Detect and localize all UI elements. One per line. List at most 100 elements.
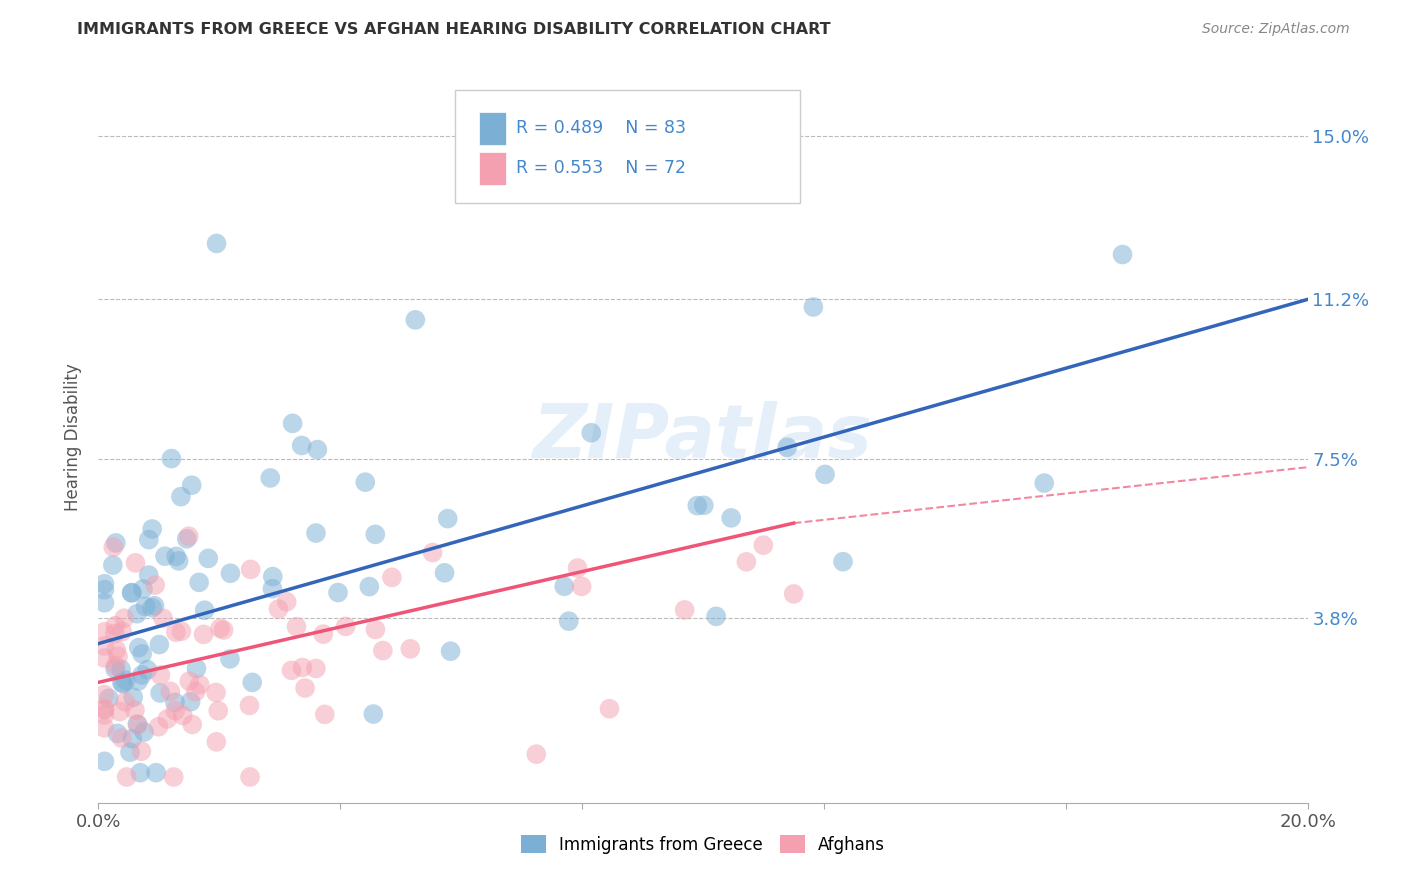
Point (1033, 476, 1056, 491)
Point (111, 675, 134, 690)
Text: ZIPatlas: ZIPatlas (533, 401, 873, 474)
Point (138, 568, 160, 582)
Point (101, 558, 124, 573)
Point (188, 575, 211, 590)
Point (312, 627, 335, 641)
Point (112, 611, 135, 625)
Point (149, 668, 172, 682)
Point (219, 566, 242, 581)
Point (138, 533, 160, 547)
Point (194, 603, 217, 617)
Point (553, 579, 575, 593)
Point (170, 490, 193, 504)
Point (239, 562, 262, 576)
Point (285, 619, 308, 633)
Point (121, 731, 143, 746)
Point (205, 236, 228, 251)
Point (167, 554, 190, 568)
Point (314, 707, 336, 722)
Point (832, 555, 855, 569)
Point (326, 585, 349, 599)
Point (170, 624, 193, 639)
Point (179, 674, 201, 689)
Point (752, 538, 775, 552)
Point (181, 717, 204, 731)
Point (212, 623, 235, 637)
Point (145, 765, 167, 780)
Point (104, 662, 127, 676)
Point (354, 475, 377, 490)
Point (114, 695, 136, 709)
Point (197, 551, 219, 566)
Point (371, 643, 394, 657)
Point (693, 499, 716, 513)
Point (125, 607, 148, 621)
Point (176, 532, 198, 546)
Point (93, 721, 115, 735)
Point (1111, 247, 1133, 261)
Point (107, 649, 129, 664)
Bar (479, 152, 506, 185)
Point (93, 639, 115, 653)
Point (180, 695, 202, 709)
Point (141, 522, 163, 536)
Point (704, 609, 727, 624)
Point (267, 602, 290, 616)
Point (364, 527, 387, 541)
Point (93, 576, 115, 591)
Point (673, 603, 696, 617)
Point (776, 440, 799, 454)
Point (143, 599, 166, 613)
Point (281, 417, 304, 431)
Point (124, 556, 146, 570)
Point (814, 467, 837, 482)
Point (136, 663, 159, 677)
Point (305, 526, 328, 541)
Point (239, 770, 262, 784)
Point (110, 662, 132, 676)
Point (381, 570, 404, 584)
Point (276, 595, 298, 609)
Point (93, 624, 115, 639)
Point (165, 704, 187, 718)
Point (107, 726, 129, 740)
Point (93, 582, 115, 597)
Y-axis label: Hearing Disability: Hearing Disability (65, 363, 83, 511)
Text: R = 0.489    N = 83: R = 0.489 N = 83 (516, 119, 686, 136)
Point (439, 644, 461, 658)
Point (148, 720, 170, 734)
Point (291, 438, 314, 452)
Point (335, 619, 357, 633)
Point (93, 651, 115, 665)
Point (104, 536, 127, 550)
Point (134, 599, 156, 614)
Point (93, 688, 115, 702)
Point (188, 678, 211, 692)
Point (801, 300, 824, 314)
Point (149, 686, 172, 700)
Point (114, 673, 136, 688)
Point (163, 770, 186, 784)
Point (186, 661, 208, 675)
Point (141, 600, 163, 615)
Point (103, 540, 125, 554)
Point (97, 691, 120, 706)
Point (262, 582, 284, 596)
Point (735, 555, 758, 569)
Point (111, 731, 134, 745)
Point (433, 566, 456, 580)
Point (104, 618, 127, 632)
Point (172, 708, 194, 723)
Point (291, 660, 314, 674)
Point (422, 545, 444, 559)
Point (115, 770, 138, 784)
Point (127, 718, 149, 732)
Text: Source: ZipAtlas.com: Source: ZipAtlas.com (1202, 22, 1350, 37)
Point (259, 471, 281, 485)
Point (131, 744, 153, 758)
Point (238, 698, 260, 713)
Point (305, 661, 328, 675)
Point (93, 708, 115, 723)
Point (205, 685, 228, 699)
Point (128, 640, 150, 655)
